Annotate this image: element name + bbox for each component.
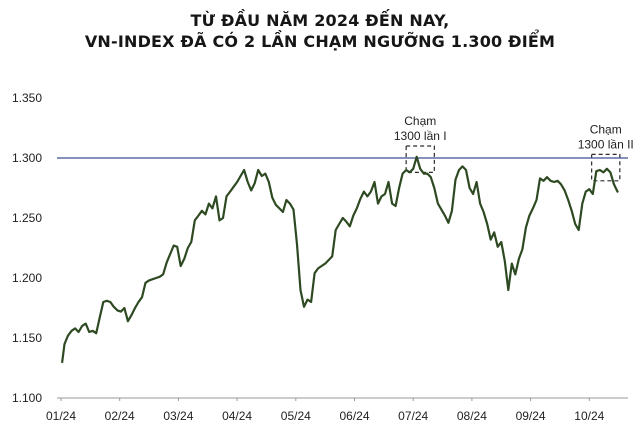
y-axis-tick-labels: 1.100 1.150 1.200 1.250 1.300 1.350	[12, 91, 42, 405]
annotation-label-1-line-2: 1300 lần I	[394, 129, 447, 143]
x-tick-label: 09/24	[516, 409, 546, 423]
series-group	[57, 155, 628, 364]
y-tick-label: 1.200	[12, 271, 42, 285]
y-tick-label: 1.350	[12, 91, 42, 105]
y-tick-label: 1.300	[12, 151, 42, 165]
y-tick-label: 1.100	[12, 391, 42, 405]
x-tick-label: 03/24	[163, 409, 193, 423]
annotation-box-1	[405, 145, 435, 173]
y-tick-label: 1.250	[12, 211, 42, 225]
x-tick-label: 02/24	[105, 409, 135, 423]
x-axis-tick-labels: 01/24 02/24 03/24 04/24 05/24 06/24 07/24 08/24…	[46, 398, 605, 423]
chart-title-line-2: VN-INDEX ĐÃ CÓ 2 LẦN CHẠM NGƯỠNG 1.300 Đ…	[84, 32, 556, 51]
x-tick-label: 05/24	[281, 409, 311, 423]
chart-title: TỪ ĐẦU NĂM 2024 ĐẾN NAY, VN-INDEX ĐÃ CÓ …	[0, 10, 640, 52]
chart-title-line-1: TỪ ĐẦU NĂM 2024 ĐẾN NAY,	[190, 11, 450, 30]
annotation-label-2-line-1: Chạm	[590, 122, 622, 136]
annotation-label-2-line-2: 1300 lần II	[578, 137, 634, 151]
annotation-label-1-line-1: Chạm	[404, 114, 436, 128]
annotation-box-2	[591, 153, 621, 182]
y-tick-label: 1.150	[12, 331, 42, 345]
x-tick-label: 07/24	[398, 409, 428, 423]
x-tick-label: 01/24	[46, 409, 76, 423]
x-tick-label: 10/24	[574, 409, 604, 423]
series-line-vn-index	[61, 155, 619, 364]
x-tick-label: 08/24	[457, 409, 487, 423]
x-tick-label: 06/24	[339, 409, 369, 423]
x-tick-label: 04/24	[222, 409, 252, 423]
